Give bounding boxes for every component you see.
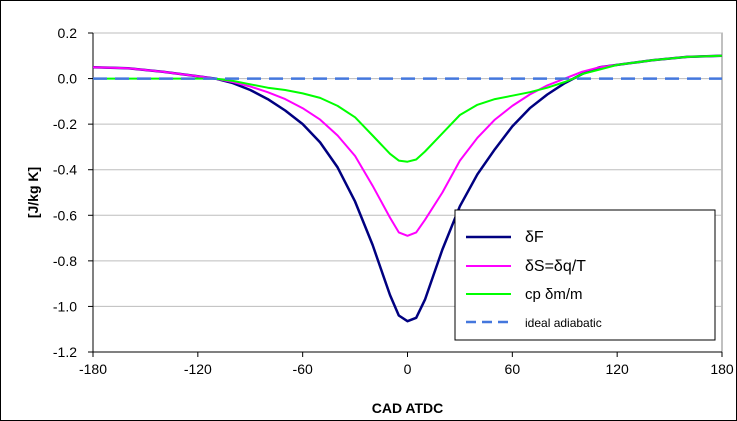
y-tick-label: -0.4 [53,162,77,178]
x-axis-title: CAD ATDC [372,400,444,416]
y-tick-label: -0.2 [53,116,77,132]
y-tick-label: -1.0 [53,298,77,314]
x-tick-label: 180 [710,361,734,377]
series-line-2 [93,54,723,163]
x-tick-label: -180 [79,361,107,377]
axes: 0.2 0.0 -0.2 -0.4 -0.6 -0.8 -1.0 -1.2-180 -120 -6… [25,25,734,416]
legend-label-2: cp δm/m [525,286,583,303]
legend-label-3: ideal adiabatic [525,316,602,330]
y-tick-label: 0.2 [58,25,78,41]
x-tick-label: -60 [293,361,313,377]
y-tick-label: 0.0 [58,71,78,87]
y-axis-title: [J/kg K] [25,167,41,218]
legend: δF δS=δq/T cp δm/m ideal adiabatic [454,209,716,341]
series-line-1 [92,54,723,237]
x-tick-label: 0 [404,361,412,377]
x-tick-label: -120 [184,361,212,377]
y-tick-label: -0.8 [53,253,77,269]
y-tick-label: -1.2 [53,344,77,360]
x-tick-label: 60 [505,361,521,377]
y-tick-label: -0.6 [53,207,77,223]
gridlines [92,32,723,353]
x-tick-label: 120 [605,361,629,377]
series-lines [92,54,723,323]
legend-label-1: δS=δq/T [525,258,586,275]
legend-box [454,209,716,341]
legend-label-0: δF [525,229,544,246]
